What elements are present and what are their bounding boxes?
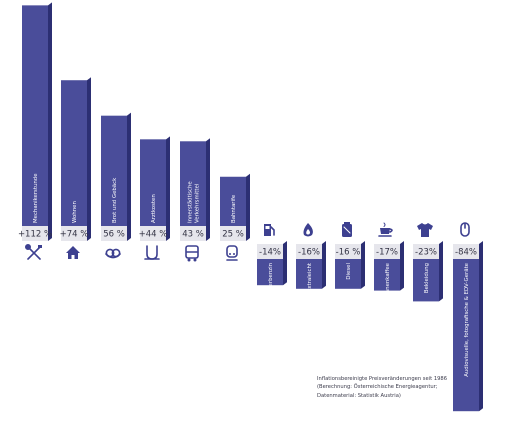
bar bbox=[296, 259, 322, 289]
bar-side bbox=[322, 241, 326, 289]
house-icon bbox=[66, 246, 80, 259]
bar-group: 43 % Innerstädtische Verkehrsmittel bbox=[180, 138, 210, 262]
bar bbox=[374, 259, 400, 291]
category-label: Brot und Gebäck bbox=[112, 177, 118, 223]
bar bbox=[413, 259, 439, 302]
pretzel-icon bbox=[105, 248, 121, 259]
value-label-box bbox=[180, 226, 206, 241]
category-label: Bekleidung bbox=[424, 263, 430, 293]
value-label-box bbox=[140, 226, 166, 241]
train-icon bbox=[226, 245, 238, 261]
bar bbox=[22, 5, 48, 226]
bar-group: +44 % Arztkosten bbox=[139, 136, 170, 260]
value-label: +44 % bbox=[139, 230, 168, 240]
bar-group: -16% Heizöl extraleicht bbox=[296, 223, 326, 310]
category-label: Heizöl extraleicht bbox=[307, 263, 313, 310]
bar bbox=[180, 141, 206, 226]
value-label-box bbox=[296, 244, 322, 259]
bar-group: -84% Audiovisuelle, fotografische & EDV-G… bbox=[453, 222, 483, 412]
value-label-box bbox=[453, 244, 479, 259]
value-label-box bbox=[220, 226, 246, 241]
flame-icon bbox=[303, 223, 313, 237]
tools-icon bbox=[24, 244, 42, 260]
category-label: Bahntarife bbox=[231, 194, 237, 223]
value-label: -16 % bbox=[336, 248, 361, 258]
value-label: -84% bbox=[455, 248, 477, 258]
value-label: 43 % bbox=[182, 230, 204, 240]
value-label: -14% bbox=[259, 248, 281, 258]
bar-side bbox=[246, 173, 250, 241]
fuel-pump-icon bbox=[264, 224, 275, 236]
stethoscope-icon bbox=[144, 245, 160, 260]
value-label-box bbox=[257, 244, 283, 259]
category-label: Verkehrsmittel bbox=[195, 184, 201, 223]
value-label: -23% bbox=[415, 248, 437, 258]
category-label: Audiovisuelle, fotografische & EDV-Gerät… bbox=[464, 262, 470, 376]
bar bbox=[220, 176, 246, 226]
computer-mouse-icon bbox=[460, 222, 470, 237]
bar-side bbox=[166, 136, 170, 241]
value-label-box bbox=[335, 244, 361, 259]
bar-group: -17% Bohnenkaffee bbox=[374, 222, 404, 300]
category-label: Bohnenkaffee bbox=[385, 262, 391, 300]
bar-side bbox=[48, 2, 52, 241]
value-label: +112 % bbox=[18, 230, 52, 240]
bar bbox=[335, 259, 361, 289]
shirt-icon bbox=[417, 223, 433, 237]
bar-group: +112 % Mechanikerstunde bbox=[18, 2, 52, 260]
value-label: +74 % bbox=[60, 230, 89, 240]
bar-side bbox=[87, 77, 91, 241]
value-label-box bbox=[61, 226, 87, 241]
category-label: Superbenzin bbox=[268, 263, 274, 297]
note-line-1: Inflationsbereinigte Preisveränderungen … bbox=[317, 376, 448, 382]
category-label: Arztkosten bbox=[151, 194, 157, 223]
bar bbox=[257, 259, 283, 286]
bar bbox=[453, 259, 479, 412]
bar-side bbox=[206, 138, 210, 241]
bar bbox=[101, 115, 127, 226]
category-label: Mechanikerstunde bbox=[33, 173, 39, 223]
fuel-canister-icon bbox=[342, 222, 352, 237]
value-label: 25 % bbox=[222, 230, 244, 240]
category-label: Wohnen bbox=[72, 201, 78, 223]
bar-group: 56 % Brot und Gebäck bbox=[101, 112, 131, 259]
bar-group: 25 % Bahntarife bbox=[220, 173, 250, 261]
bar-group: -14% Superbenzin bbox=[257, 224, 287, 297]
note-line-3: Datenmaterial: Statistik Austria) bbox=[317, 392, 401, 399]
category-label: Diesel bbox=[346, 263, 352, 280]
bar-group: +74 % Wohnen bbox=[60, 77, 91, 259]
value-label: -17% bbox=[376, 248, 398, 258]
value-label: -16% bbox=[298, 248, 320, 258]
bar-side bbox=[439, 241, 443, 302]
bar-side bbox=[400, 241, 404, 291]
value-label: 56 % bbox=[103, 230, 125, 240]
bar bbox=[61, 80, 87, 226]
bar-side bbox=[127, 112, 131, 242]
bar-group: -23% Bekleidung bbox=[413, 223, 443, 302]
note-line-2: (Berechnung: Österreichische Energieagen… bbox=[317, 384, 438, 391]
category-label: Innerstädtische bbox=[188, 181, 194, 223]
bar-side bbox=[479, 241, 483, 412]
value-label-box bbox=[413, 244, 439, 259]
bar-group: -16 % Diesel bbox=[335, 222, 365, 289]
bus-icon bbox=[185, 245, 199, 262]
bar-side bbox=[361, 241, 365, 289]
value-label-box bbox=[374, 244, 400, 259]
bar bbox=[140, 139, 166, 226]
chart-note: Inflationsbereinigte Preisveränderungen … bbox=[317, 375, 457, 400]
coffee-cup-icon bbox=[378, 222, 393, 237]
value-label-box bbox=[22, 226, 48, 241]
bar-side bbox=[283, 241, 287, 286]
value-label-box bbox=[101, 226, 127, 241]
